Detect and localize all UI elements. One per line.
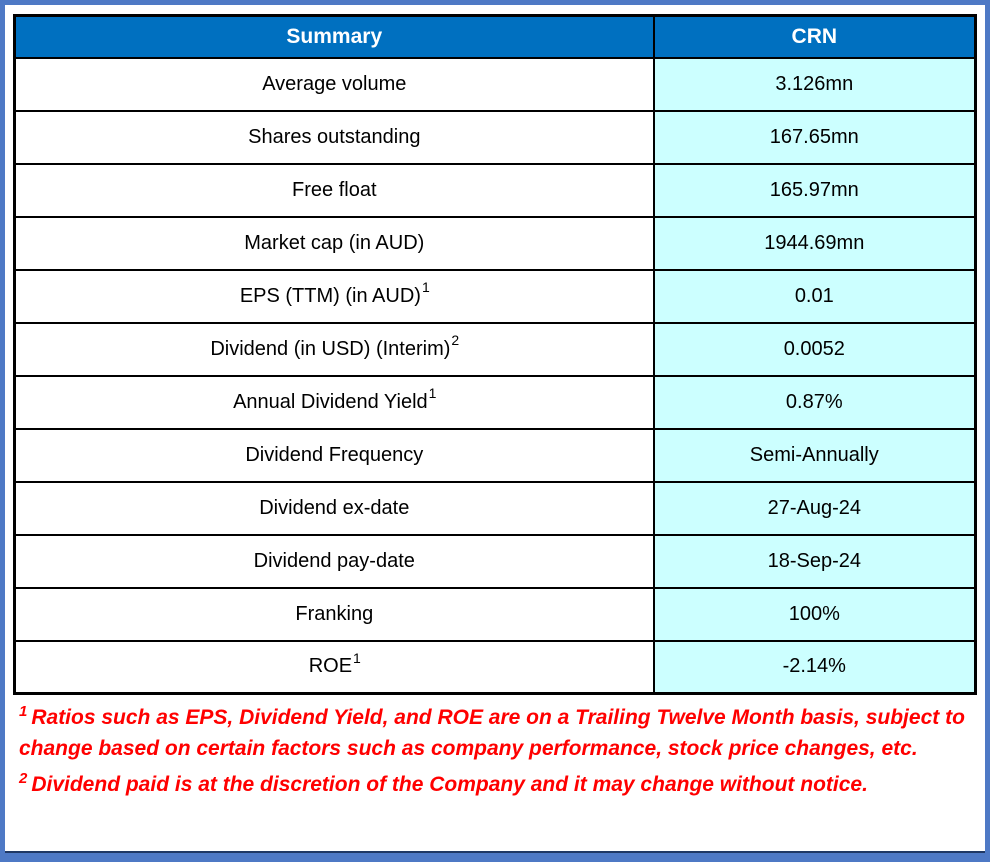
row-label-text: Market cap (in AUD) [244, 231, 425, 254]
row-label: ROE1 [13, 639, 655, 695]
footnote-2: 2 Dividend paid is at the discretion of t… [19, 769, 971, 800]
row-value: 18-Sep-24 [652, 533, 977, 589]
row-label: Shares outstanding [13, 109, 655, 165]
row-label-text: Average volume [262, 72, 407, 95]
header-row: Summary CRN [13, 14, 977, 59]
row-annual-dividend-yield: Annual Dividend Yield1 0.87% [13, 374, 977, 430]
row-value: 0.87% [652, 374, 977, 430]
row-value: 100% [652, 586, 977, 642]
summary-table-header: Summary CRN [13, 14, 977, 59]
row-label-text: Free float [292, 178, 377, 201]
footnotes: 1 Ratios such as EPS, Dividend Yield, and… [13, 695, 977, 800]
row-label-text: Dividend ex-date [259, 496, 410, 519]
footnote-1-text: Ratios such as EPS, Dividend Yield, and … [19, 706, 965, 761]
row-average-volume: Average volume 3.126mn [13, 56, 977, 112]
row-value: 3.126mn [652, 56, 977, 112]
row-label-text: Shares outstanding [248, 125, 421, 148]
footnote-2-marker: 2 [19, 770, 28, 788]
row-eps-ttm: EPS (TTM) (in AUD)1 0.01 [13, 268, 977, 324]
row-label: Market cap (in AUD) [13, 215, 655, 271]
row-market-cap: Market cap (in AUD) 1944.69mn [13, 215, 977, 271]
row-value: 1944.69mn [652, 215, 977, 271]
row-label: Dividend pay-date [13, 533, 655, 589]
row-label-text: Franking [295, 602, 374, 625]
row-label: Franking [13, 586, 655, 642]
row-dividend-ex-date: Dividend ex-date 27-Aug-24 [13, 480, 977, 536]
footnote-1-marker: 1 [19, 703, 28, 720]
row-footnote-marker: 2 [451, 331, 460, 348]
row-label: Annual Dividend Yield1 [13, 374, 655, 430]
row-value: 0.01 [652, 268, 977, 324]
summary-table-body: Average volume 3.126mn Shares outstandin… [13, 56, 977, 695]
row-value: 167.65mn [652, 109, 977, 165]
footnote-1: 1 Ratios such as EPS, Dividend Yield, and… [19, 702, 971, 764]
row-roe: ROE1 -2.14% [13, 639, 977, 695]
bottom-blue-bar [5, 851, 985, 857]
row-value: -2.14% [652, 639, 977, 695]
row-label: Dividend ex-date [13, 480, 655, 536]
row-label: Dividend (in USD) (Interim)2 [13, 321, 655, 377]
row-label: Dividend Frequency [13, 427, 655, 483]
row-footnote-marker: 1 [353, 649, 361, 666]
row-label-text: Annual Dividend Yield [233, 390, 428, 413]
row-dividend-pay-date: Dividend pay-date 18-Sep-24 [13, 533, 977, 589]
row-label-text: Dividend Frequency [245, 443, 424, 466]
row-franking: Franking 100% [13, 586, 977, 642]
row-free-float: Free float 165.97mn [13, 162, 977, 218]
header-ticker: CRN [652, 14, 977, 59]
row-value: 27-Aug-24 [652, 480, 977, 536]
row-label: Average volume [13, 56, 655, 112]
row-dividend-frequency: Dividend Frequency Semi-Annually [13, 427, 977, 483]
row-footnote-marker: 1 [428, 384, 437, 401]
row-label-text: EPS (TTM) (in AUD) [239, 284, 421, 307]
summary-table: Summary CRN Average volume 3.126mn Share… [13, 14, 977, 695]
row-dividend-interim: Dividend (in USD) (Interim)2 0.0052 [13, 321, 977, 377]
row-shares-outstanding: Shares outstanding 167.65mn [13, 109, 977, 165]
row-label: Free float [13, 162, 655, 218]
row-value: 0.0052 [652, 321, 977, 377]
row-label-text: Dividend pay-date [253, 549, 415, 572]
row-value: Semi-Annually [652, 427, 977, 483]
footnote-2-text: Dividend paid is at the discretion of th… [31, 773, 868, 797]
row-value: 165.97mn [652, 162, 977, 218]
row-footnote-marker: 1 [421, 278, 430, 295]
row-label: EPS (TTM) (in AUD)1 [13, 268, 655, 324]
row-label-text: ROE [308, 655, 353, 678]
header-summary: Summary [13, 14, 655, 59]
row-label-text: Dividend (in USD) (Interim) [210, 337, 451, 360]
